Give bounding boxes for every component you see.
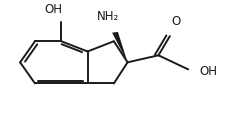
Polygon shape (112, 32, 127, 62)
Text: OH: OH (44, 3, 62, 16)
Text: O: O (170, 15, 180, 28)
Text: NH₂: NH₂ (97, 10, 119, 23)
Text: OH: OH (199, 65, 217, 78)
